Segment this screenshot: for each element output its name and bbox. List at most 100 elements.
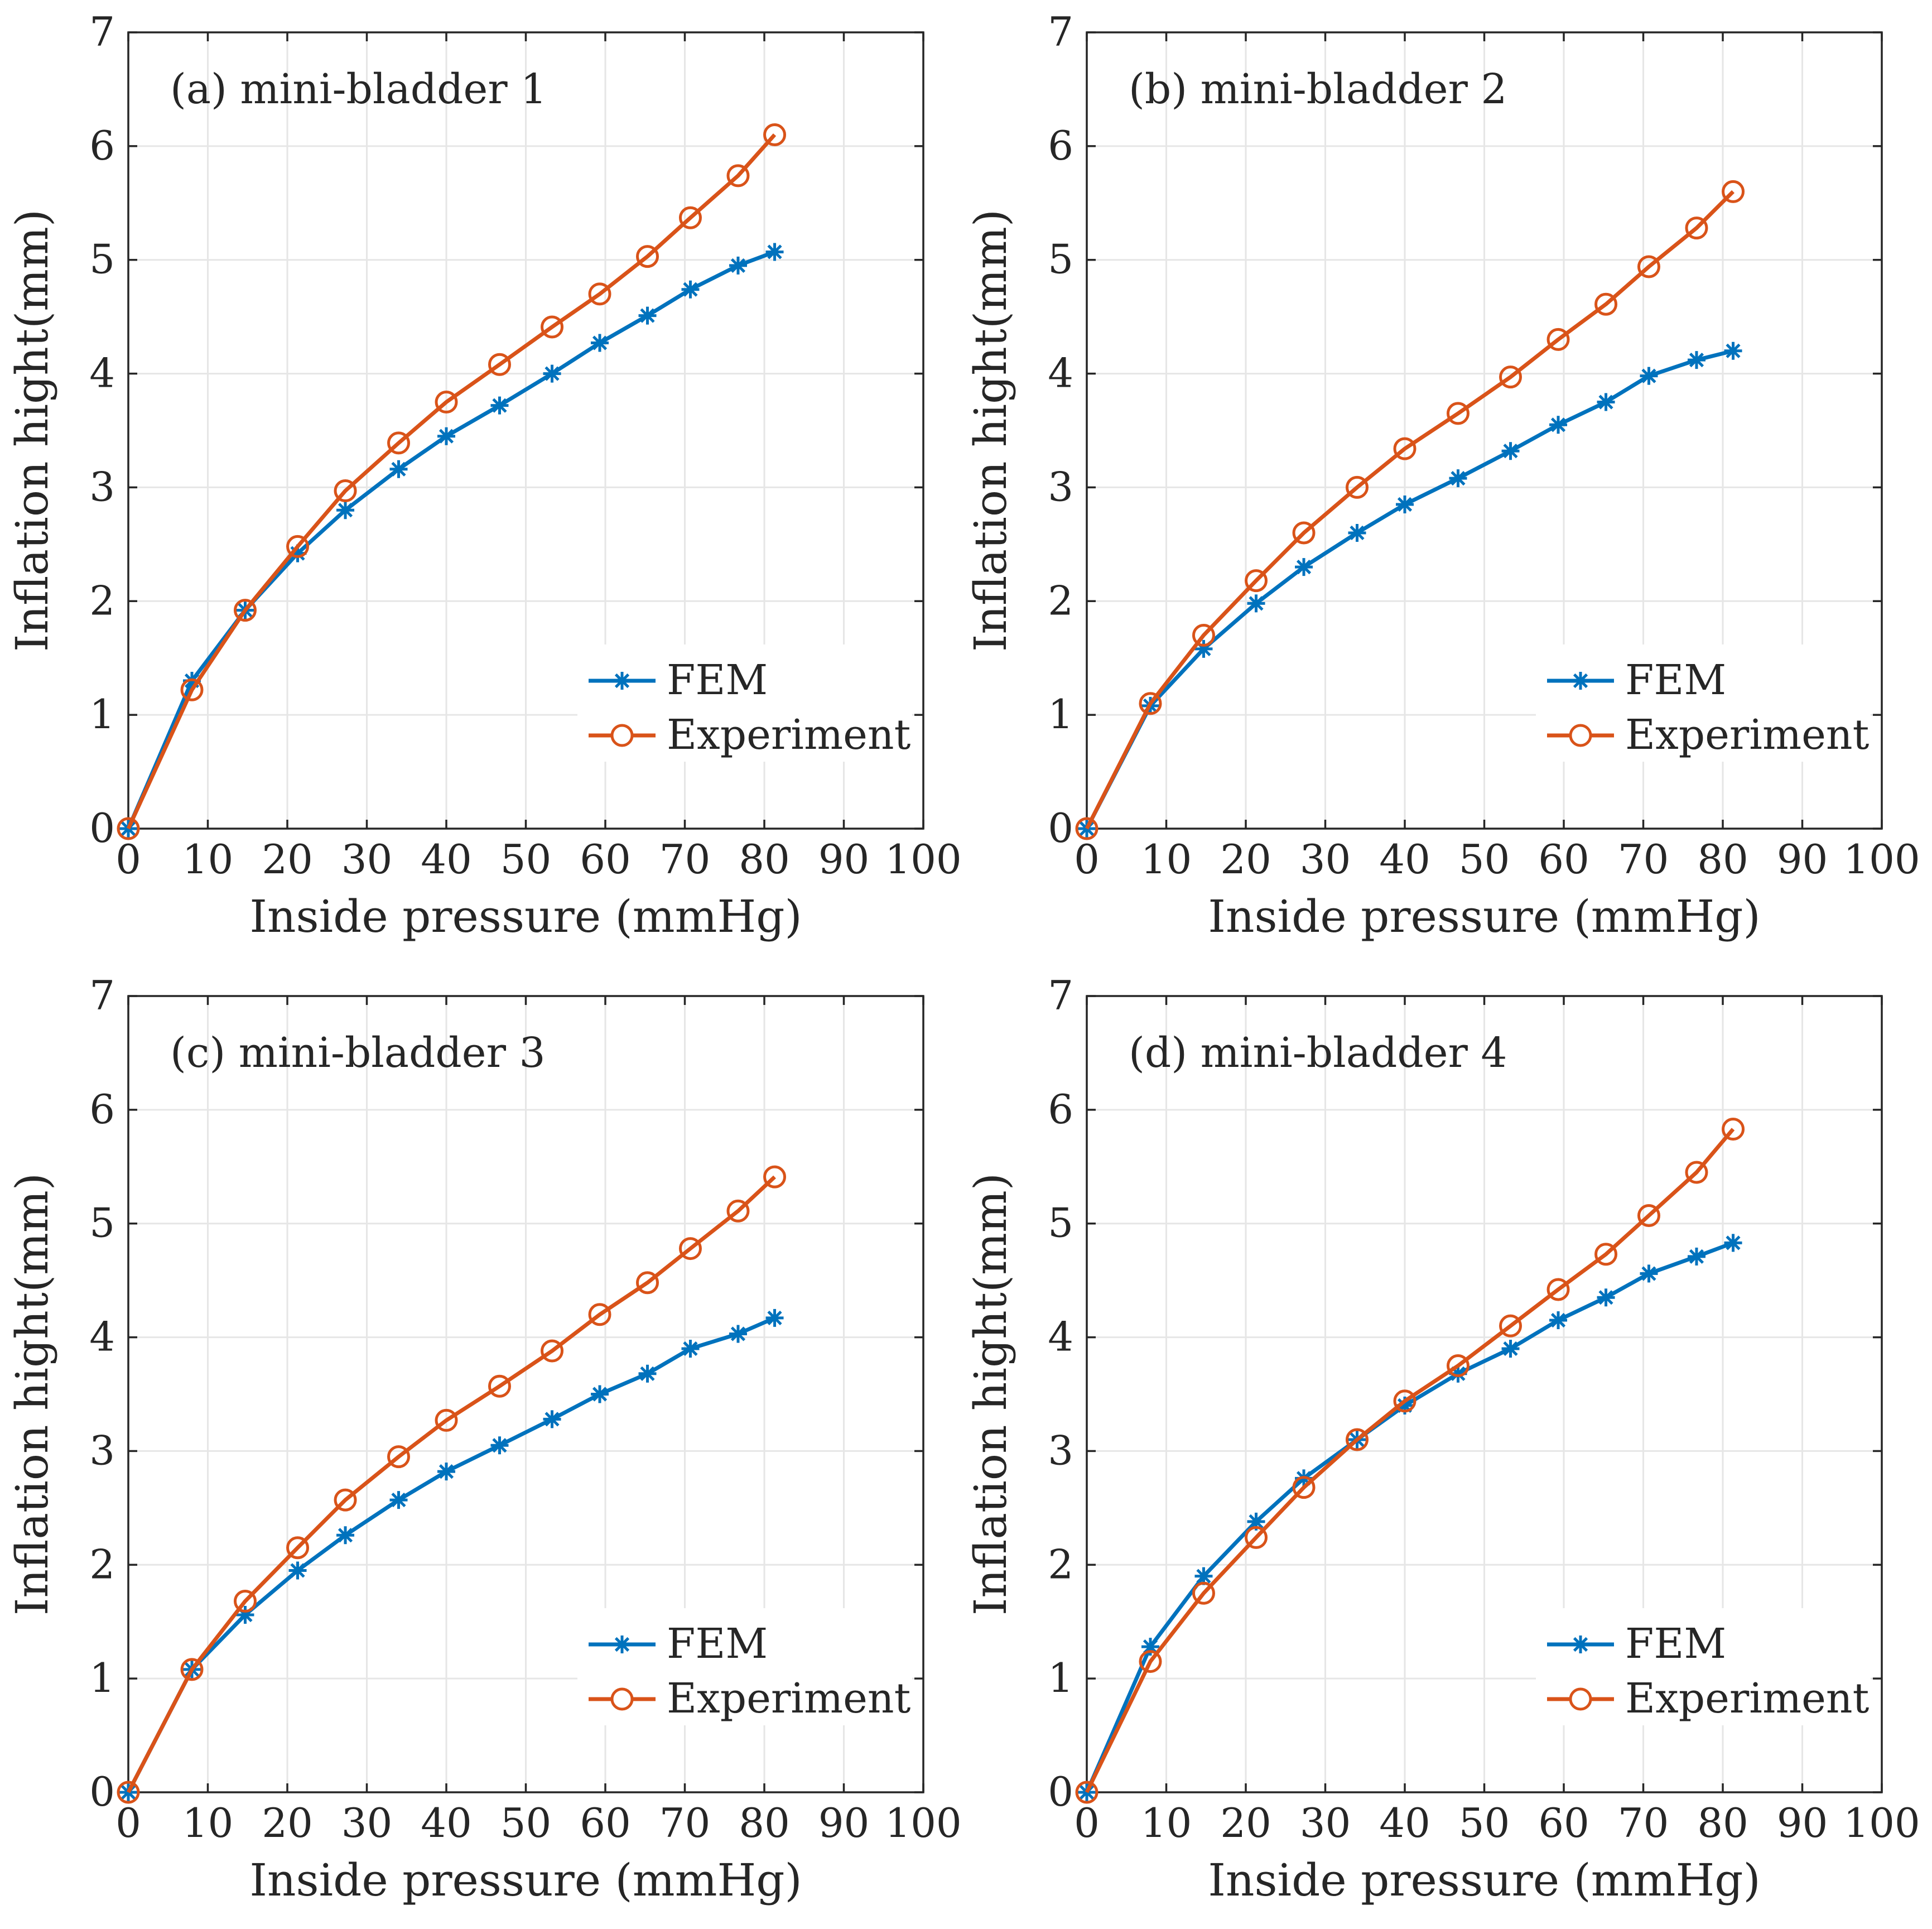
data-point-experiment [636, 1271, 659, 1295]
x-tick-label: 80 [739, 836, 790, 883]
y-tick-label: 6 [89, 122, 115, 169]
data-point-fem [336, 1526, 355, 1545]
x-tick-label: 80 [1697, 836, 1748, 883]
data-point-fem [1640, 367, 1658, 385]
legend-marker-asterisk [613, 1635, 631, 1653]
legend-marker-circle [610, 1687, 634, 1711]
y-tick-label: 6 [1048, 122, 1073, 169]
data-point-fem [1247, 594, 1265, 613]
x-tick-label: 70 [1618, 836, 1669, 883]
data-point-experiment [1446, 1354, 1470, 1378]
axes-box [1086, 31, 1883, 830]
data-point-experiment [334, 479, 357, 503]
data-point-fem-strokes [681, 1339, 700, 1358]
data-point-fem [1687, 351, 1705, 369]
data-point-experiment [1722, 1118, 1745, 1141]
data-point-fem-strokes [1449, 469, 1467, 488]
legend-item-experiment: Experiment [1547, 711, 1870, 759]
x-tick-label: 90 [1777, 1800, 1828, 1846]
legend-marker-circle [1569, 1687, 1592, 1711]
data-point-fem-strokes [1247, 1512, 1265, 1531]
legend-marker-circle [1569, 724, 1592, 747]
data-point-fem-strokes [1348, 523, 1366, 542]
y-tick-label: 4 [89, 1314, 115, 1360]
y-tick-label: 1 [89, 691, 115, 738]
data-point-experiment [1722, 180, 1745, 203]
data-point-fem [1724, 341, 1742, 360]
legend-marker-asterisk-strokes [613, 1635, 631, 1653]
data-point-experiment [1685, 1161, 1708, 1184]
legend-marker-circle [610, 724, 634, 747]
x-tick-label: 100 [885, 836, 961, 883]
data-point-fem-strokes [1501, 442, 1520, 460]
y-tick-label: 1 [1048, 1654, 1073, 1701]
data-point-fem-strokes [1640, 367, 1658, 385]
data-point-fem [288, 1561, 307, 1580]
data-point-experiment [488, 353, 511, 376]
x-tick-label: 70 [659, 1800, 711, 1846]
data-point-fem-strokes [389, 1491, 408, 1509]
x-tick-label: 80 [1697, 1800, 1748, 1846]
data-point-experiment [387, 1445, 410, 1469]
data-point-experiment [1075, 817, 1099, 840]
x-tick-label: 50 [500, 836, 552, 883]
data-point-fem [1549, 1311, 1568, 1329]
data-point-fem-strokes [591, 1385, 609, 1403]
x-tick-label: 60 [1538, 1800, 1589, 1846]
axes-box [127, 31, 924, 830]
chart-panel-1: 0 10 20 30 40 50 60 70 80 90 100 0 1 2 3 4 5 6 7 Inside pre… [6, 8, 962, 942]
y-tick-label: 2 [1048, 577, 1073, 624]
data-point-fem-strokes [1687, 351, 1705, 369]
data-point-fem [729, 256, 747, 275]
data-point-fem-strokes [1194, 1567, 1213, 1585]
data-point-fem-strokes [591, 334, 609, 352]
y-tick-label: 4 [89, 350, 115, 397]
data-point-experiment [541, 1339, 564, 1363]
legend-item-experiment: Experiment [1547, 1675, 1870, 1723]
data-point-experiment [1594, 1243, 1618, 1266]
chart-panel-3: 0 10 20 30 40 50 60 70 80 90 100 0 1 2 3 4 5 6 7 Inside pre… [6, 972, 962, 1906]
y-tick-label: 4 [1048, 1314, 1073, 1360]
data-point-experiment [678, 206, 702, 229]
data-point-fem-strokes [437, 1463, 455, 1481]
x-axis-label: Inside pressure (mmHg) [1208, 1854, 1760, 1906]
y-axis-label: Inflation hight(mm) [965, 209, 1016, 652]
data-point-fem-strokes [389, 460, 408, 478]
data-point-experiment [1546, 1278, 1570, 1301]
data-point-experiment [1292, 521, 1316, 545]
legend-box [1536, 1608, 1871, 1725]
x-tick-label: 30 [1300, 1800, 1351, 1846]
data-point-experiment [1393, 1389, 1417, 1413]
series-experiment [1075, 180, 1745, 840]
x-tick-label: 60 [580, 836, 631, 883]
data-point-experiment [1637, 1204, 1660, 1227]
data-point-fem [490, 396, 509, 415]
data-point-fem-strokes [729, 256, 747, 275]
chart-panel-2: 0 10 20 30 40 50 60 70 80 90 100 0 1 2 3 4 5 6 7 Inside pre… [965, 8, 1920, 942]
legend: FEM Experiment [1536, 1608, 1871, 1725]
data-point-fem [729, 1325, 747, 1343]
data-point-fem [1640, 1264, 1658, 1283]
panel-title: (c) mini-bladder 3 [170, 1029, 546, 1077]
data-point-fem [1449, 1364, 1467, 1383]
data-point-fem-strokes [1247, 594, 1265, 613]
legend-marker-asterisk [613, 672, 631, 690]
y-tick-label: 4 [1048, 350, 1073, 397]
y-tick-label: 6 [1048, 1086, 1073, 1133]
data-point-fem [765, 243, 784, 261]
y-tick-label: 2 [89, 577, 115, 624]
data-point-fem [1247, 1512, 1265, 1531]
data-point-experiment [180, 678, 204, 701]
data-point-experiment [1346, 475, 1369, 499]
panel-title: (b) mini-bladder 2 [1129, 65, 1507, 113]
data-point-fem [236, 1605, 254, 1624]
data-point-fem-strokes [1501, 1339, 1520, 1358]
x-tick-label: 0 [1074, 1800, 1100, 1846]
data-point-experiment [636, 245, 659, 268]
data-point-fem-strokes [336, 1526, 355, 1545]
data-point-fem [543, 364, 561, 383]
data-point-experiment [1546, 328, 1570, 351]
y-tick-label: 7 [89, 972, 115, 1019]
y-tick-label: 5 [1048, 1200, 1073, 1247]
data-point-experiment [1245, 1526, 1268, 1549]
